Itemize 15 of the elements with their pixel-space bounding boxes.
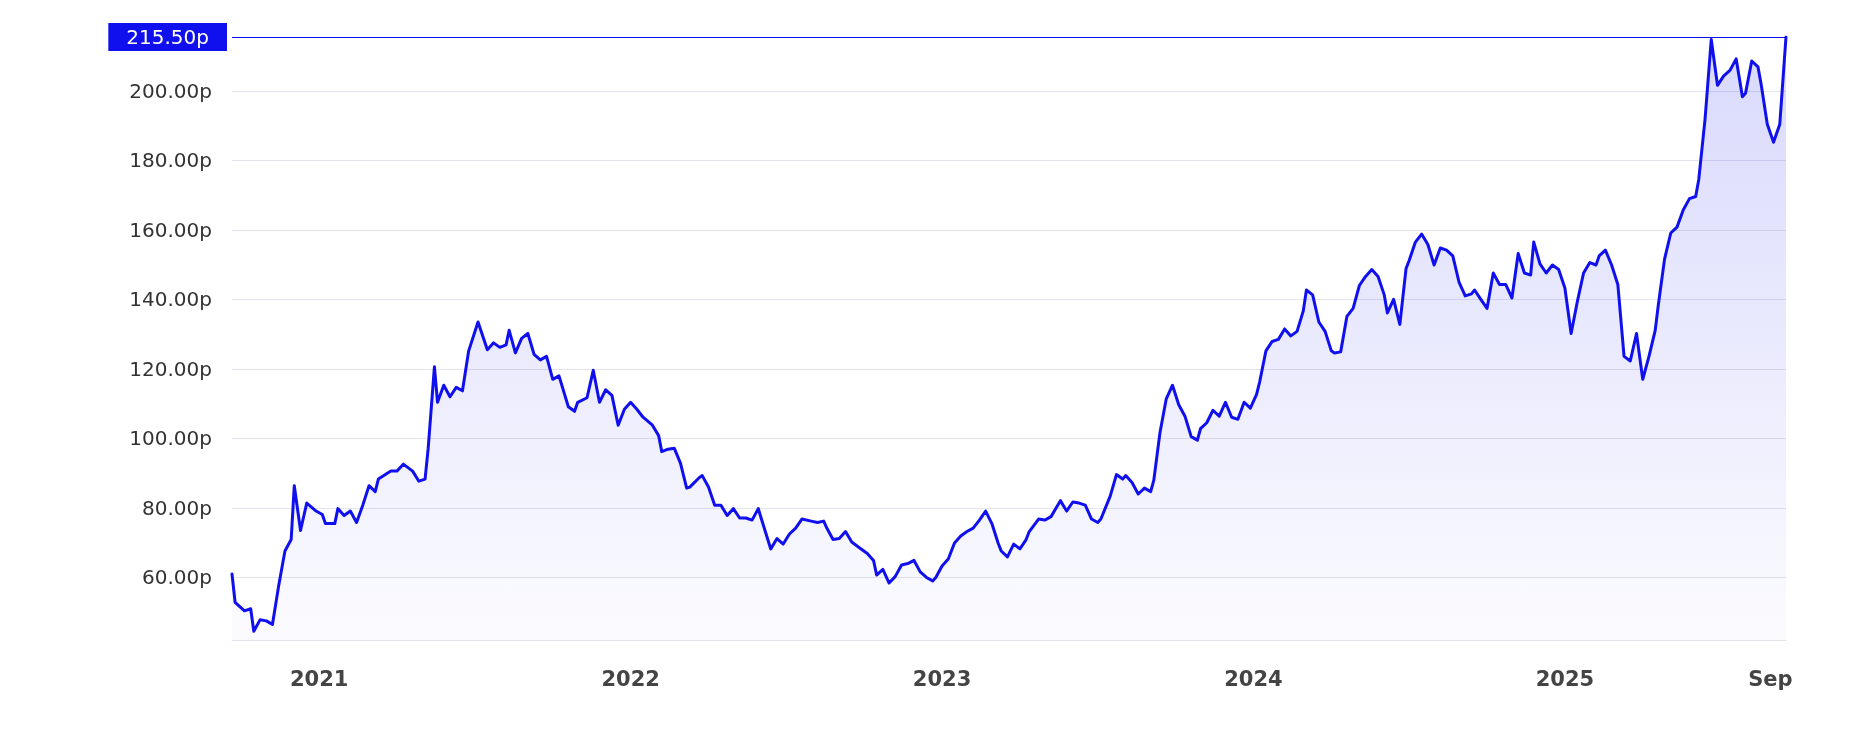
y-tick-label: 140.00p — [129, 287, 212, 312]
y-tick-label: 160.00p — [129, 217, 212, 242]
text: 215.50p — [126, 25, 209, 49]
y-tick-label: 180.00p — [129, 148, 212, 173]
y-tick-label: 120.00p — [129, 356, 212, 381]
x-tick-label: 2025 — [1535, 666, 1595, 691]
x-tick-label: 2022 — [601, 666, 660, 691]
y-tick-label: 100.00p — [129, 426, 212, 451]
x-tick-label: 2021 — [289, 666, 349, 691]
y-tick-label: 200.00p — [129, 78, 212, 103]
x-tick-label: 2024 — [1224, 666, 1283, 691]
x-tick-label: 2023 — [912, 666, 972, 691]
y-tick-label: 60.00p — [142, 565, 212, 590]
y-tick-label: 80.00p — [142, 495, 212, 520]
x-tick-label: Sep — [1748, 666, 1793, 691]
